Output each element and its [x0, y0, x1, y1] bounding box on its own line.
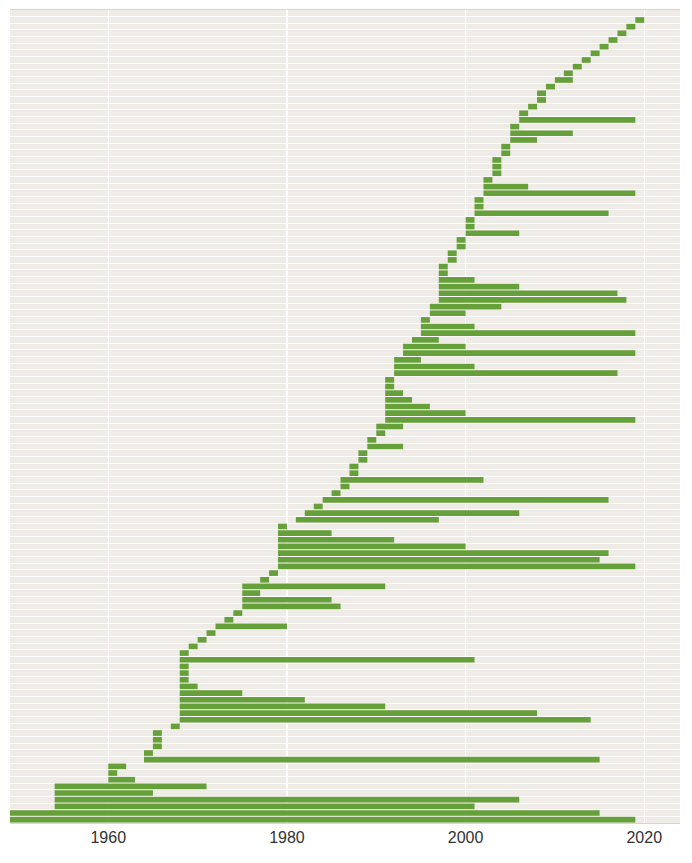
svg-text:1980: 1980 — [269, 829, 305, 846]
svg-text:2000: 2000 — [448, 829, 484, 846]
svg-text:1960: 1960 — [90, 829, 126, 846]
svg-text:2020: 2020 — [626, 829, 662, 846]
